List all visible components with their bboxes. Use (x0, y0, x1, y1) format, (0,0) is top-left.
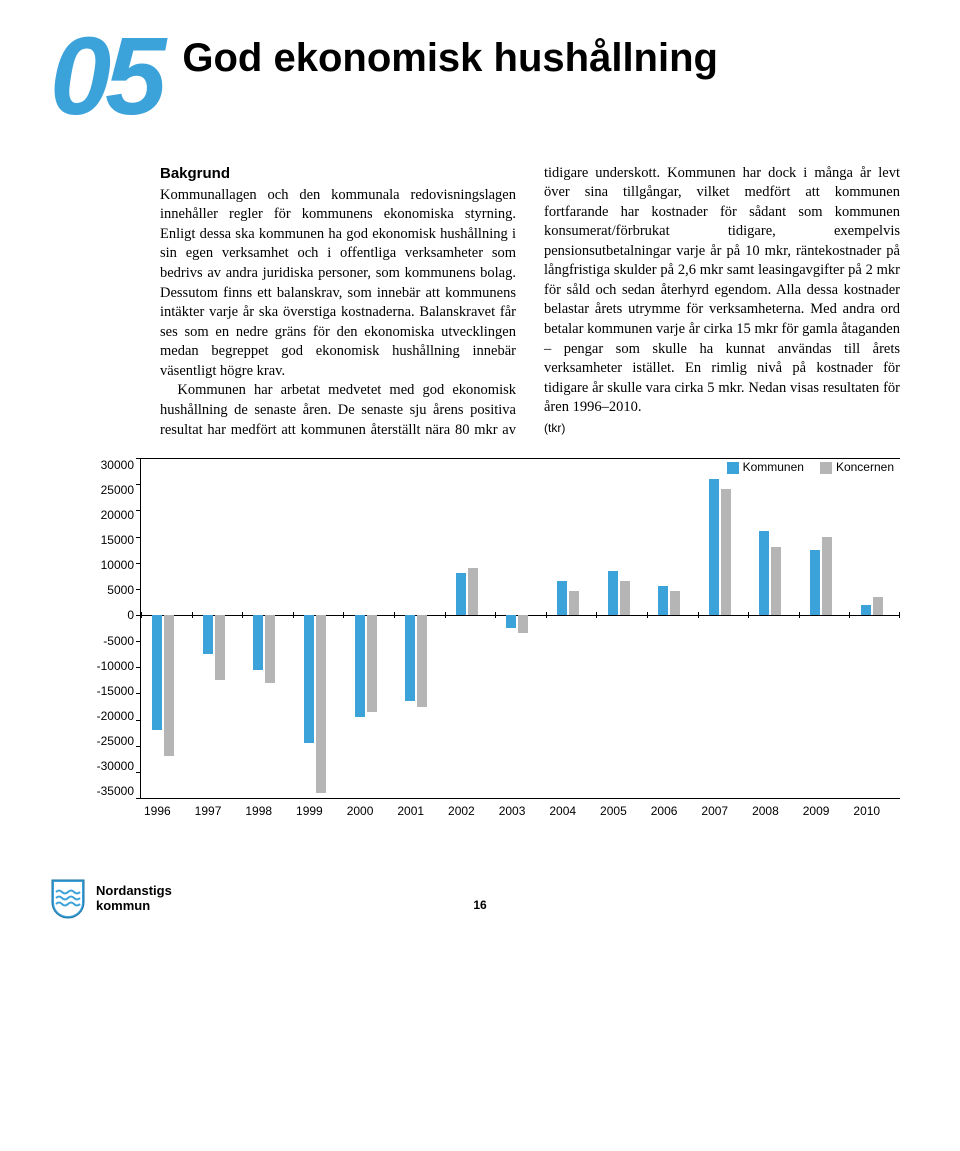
chart-bar (367, 615, 377, 712)
y-tick-label: -15000 (90, 684, 134, 698)
y-tick-label: 25000 (90, 483, 134, 497)
section-heading: Bakgrund (160, 164, 516, 184)
y-tick-label: -10000 (90, 659, 134, 673)
chart-bar (771, 547, 781, 615)
chart-bar (721, 489, 731, 615)
x-tick-label: 1998 (241, 804, 292, 818)
chart-bar (253, 615, 263, 670)
chart-bar (203, 615, 213, 654)
x-tick-label: 1999 (292, 804, 343, 818)
chart-plot-area: Kommunen Koncernen (140, 458, 900, 798)
legend-swatch-icon (727, 462, 739, 474)
legend-item: Koncernen (820, 460, 894, 474)
chart-bar (355, 615, 365, 717)
y-tick-label: -20000 (90, 709, 134, 723)
legend-label: Koncernen (836, 460, 894, 474)
chart-bar (810, 550, 820, 615)
chart-bar (557, 581, 567, 615)
x-tick-label: 2008 (748, 804, 799, 818)
chapter-header: 05 God ekonomisk hushållning (50, 30, 910, 124)
y-tick-label: -25000 (90, 734, 134, 748)
body-text: Bakgrund Kommunallagen och den kommunala… (160, 164, 900, 441)
footer-org-line: kommun (96, 898, 150, 913)
chart-bar (215, 615, 225, 680)
x-tick-label: 2004 (545, 804, 596, 818)
y-tick-label: -35000 (90, 784, 134, 798)
municipality-crest-icon (50, 878, 86, 920)
x-tick-label: 2002 (444, 804, 495, 818)
x-tick-label: 1997 (191, 804, 242, 818)
footer-org-line: Nordanstigs (96, 883, 172, 898)
x-tick-label: 1996 (140, 804, 191, 818)
chart-bar (152, 615, 162, 730)
page-number: 16 (50, 898, 910, 912)
chart-bar (861, 605, 871, 615)
y-tick-label: 30000 (90, 458, 134, 472)
legend-label: Kommunen (743, 460, 804, 474)
chart-bar (405, 615, 415, 701)
chapter-title: God ekonomisk hushållning (182, 36, 718, 81)
legend-item: Kommunen (727, 460, 804, 474)
chart-bar (873, 597, 883, 615)
paragraph: Kommunallagen och den kommunala redovisn… (160, 186, 516, 382)
y-tick-label: 15000 (90, 533, 134, 547)
x-tick-label: 2010 (849, 804, 900, 818)
chart-legend: Kommunen Koncernen (727, 460, 894, 474)
x-tick-label: 2003 (495, 804, 546, 818)
chart-bar (265, 615, 275, 683)
chart-bar (417, 615, 427, 707)
chart-bar (759, 531, 769, 615)
chapter-number: 05 (50, 30, 160, 124)
footer-org: Nordanstigs kommun (96, 884, 172, 914)
y-tick-label: -30000 (90, 759, 134, 773)
x-tick-label: 2000 (343, 804, 394, 818)
x-axis-labels: 1996199719981999200020012002200320042005… (140, 804, 900, 818)
chart-bar (164, 615, 174, 756)
chart-bar (620, 581, 630, 615)
x-tick-label: 2007 (697, 804, 748, 818)
chart-bar (468, 568, 478, 615)
chart-bar (518, 615, 528, 633)
chart-bar (569, 591, 579, 615)
y-tick-label: 20000 (90, 508, 134, 522)
result-chart: 30000 25000 20000 15000 10000 5000 0 -5000 -1000… (90, 458, 900, 818)
y-axis-labels: 30000 25000 20000 15000 10000 5000 0 -5000 -1000… (90, 458, 140, 798)
y-tick-label: 10000 (90, 558, 134, 572)
x-tick-label: 2006 (647, 804, 698, 818)
chart-bar (709, 479, 719, 615)
chart-bar (608, 571, 618, 615)
x-tick-label: 2009 (799, 804, 850, 818)
legend-swatch-icon (820, 462, 832, 474)
chart-bar (822, 537, 832, 615)
chart-bar (304, 615, 314, 743)
y-axis-unit: (tkr) (544, 420, 900, 436)
y-tick-label: -5000 (90, 634, 134, 648)
x-tick-label: 2005 (596, 804, 647, 818)
chart-bar (506, 615, 516, 628)
y-tick-label: 5000 (90, 583, 134, 597)
chart-bar (670, 591, 680, 615)
y-tick-label: 0 (90, 608, 134, 622)
chart-bar (316, 615, 326, 793)
chart-bar (658, 586, 668, 615)
x-tick-label: 2001 (393, 804, 444, 818)
chart-bar (456, 573, 466, 615)
